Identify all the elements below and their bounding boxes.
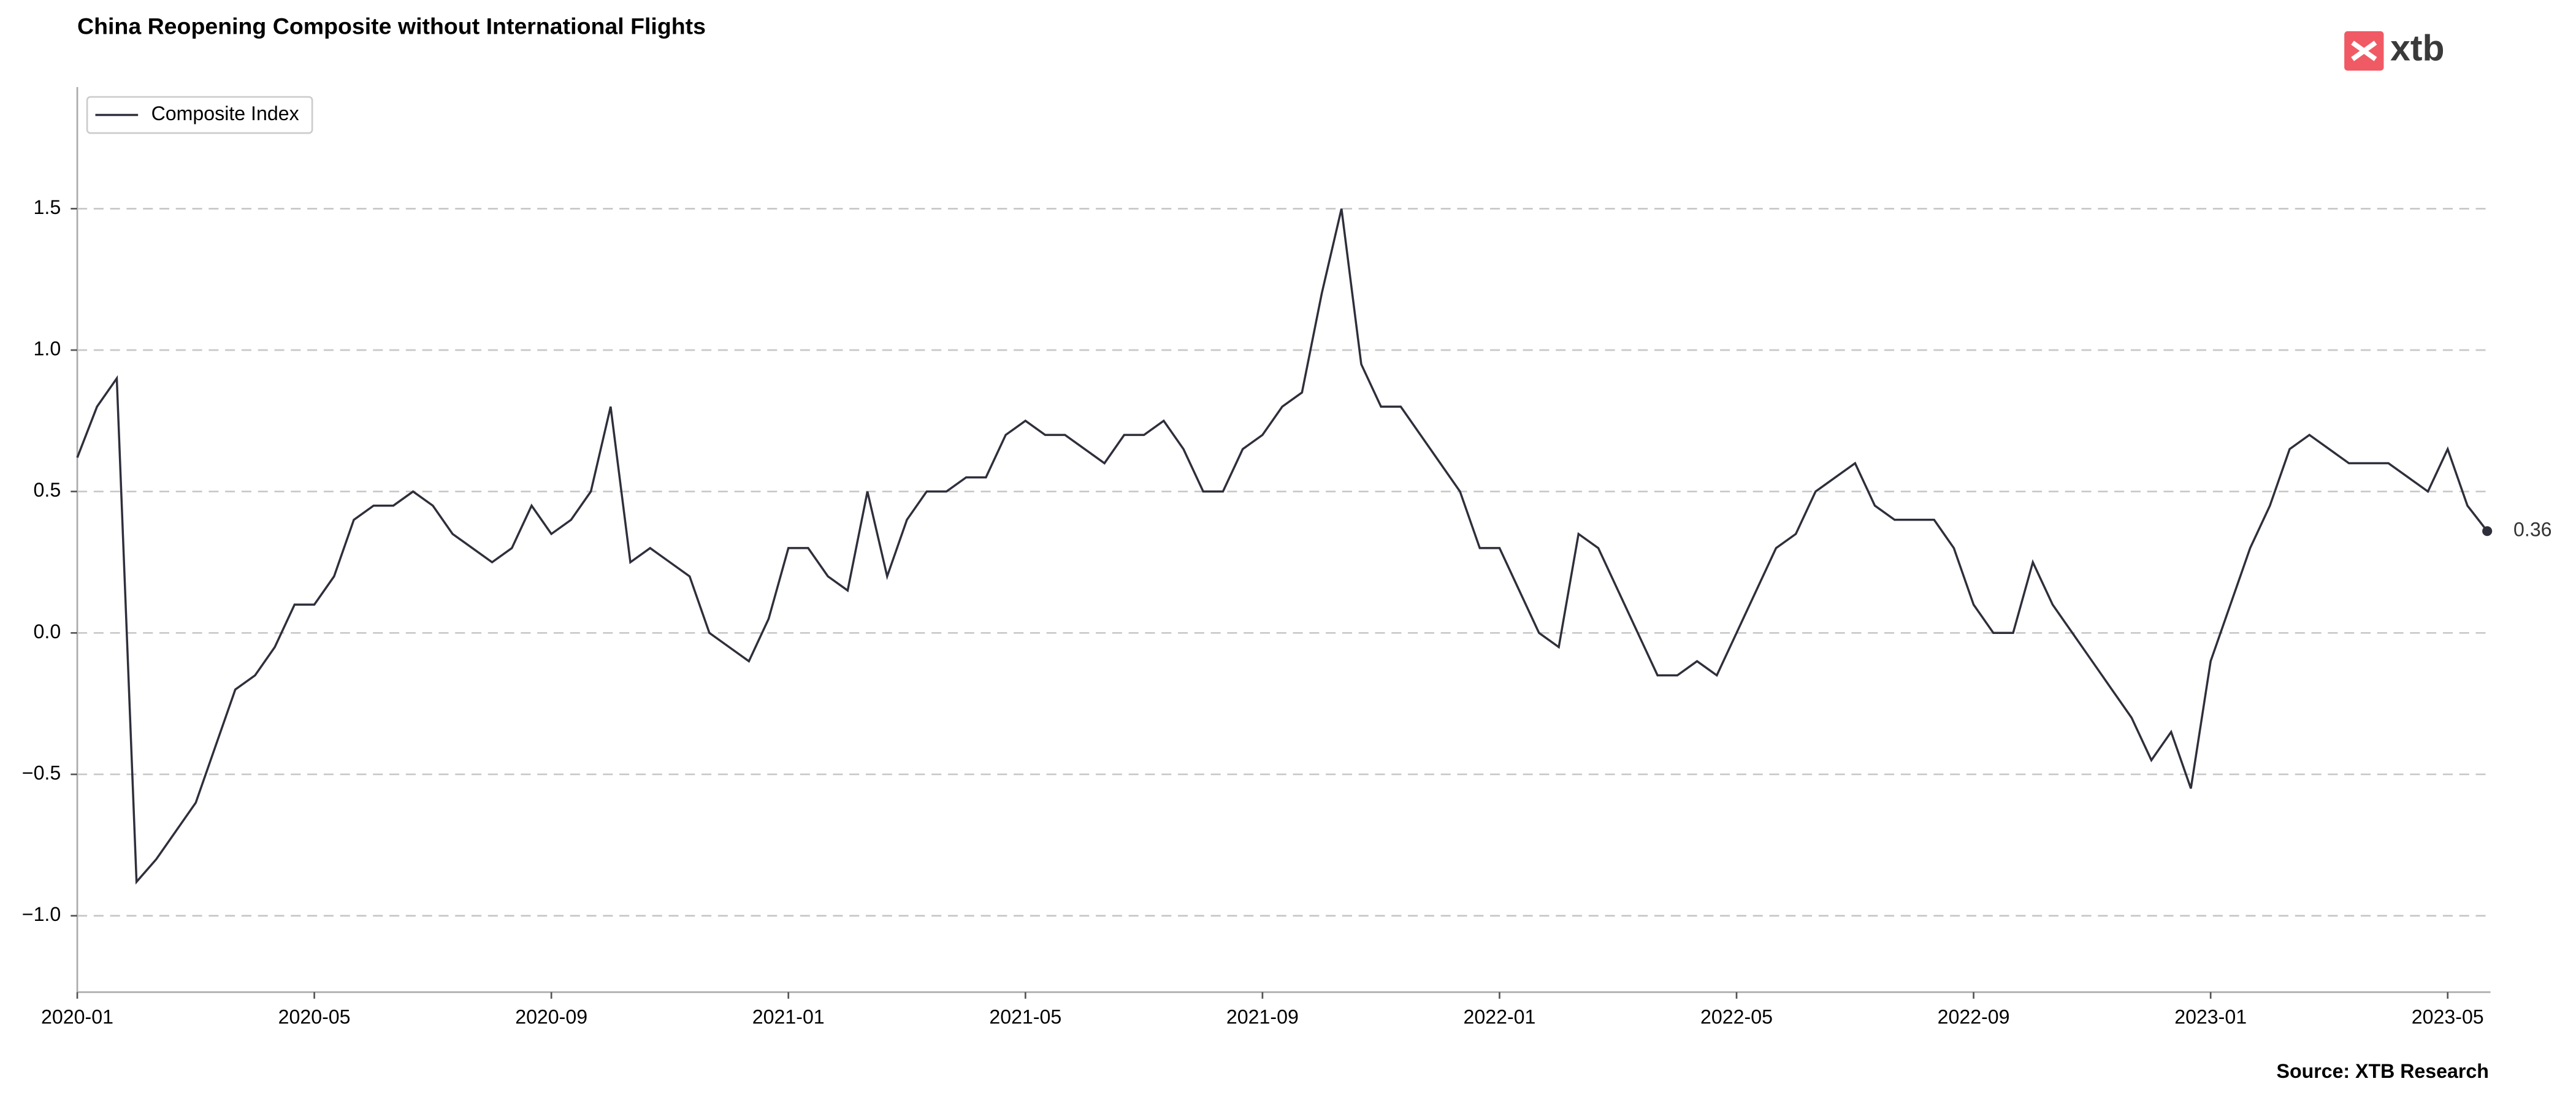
- y-tick-label: 0.0: [34, 620, 61, 643]
- x-tick-label: 2020-05: [278, 1006, 351, 1028]
- end-label: 0.36: [2513, 519, 2552, 541]
- x-tick-label: 2021-09: [1226, 1006, 1299, 1028]
- data-line: [76, 208, 2488, 885]
- x-tick-label: 2022-09: [1938, 1006, 2010, 1028]
- end-point: [2482, 526, 2493, 536]
- y-tick-label: 1.0: [34, 337, 61, 359]
- y-tick-label: −1.0: [22, 903, 61, 925]
- legend-box: [86, 96, 313, 134]
- x-tick-label: 2021-01: [752, 1006, 825, 1028]
- x-tick-label: 2023-05: [2412, 1006, 2484, 1028]
- x-tick-label: 2023-01: [2174, 1006, 2247, 1028]
- y-tick-label: −0.5: [22, 761, 61, 784]
- legend-label: Composite Index: [151, 102, 299, 124]
- logo-mark: [2351, 40, 2377, 61]
- y-tick-label: 1.5: [34, 196, 61, 218]
- source-note: Source: XTB Research: [2277, 1060, 2489, 1082]
- x-tick-label: 2022-01: [1463, 1006, 1535, 1028]
- x-tick-label: 2020-01: [41, 1006, 113, 1028]
- x-tick-label: 2021-05: [989, 1006, 1061, 1028]
- chart-title: China Reopening Composite without Intern…: [77, 13, 706, 39]
- y-tick-label: 0.5: [34, 479, 61, 501]
- logo-text: xtb: [2390, 29, 2444, 69]
- x-tick-label: 2022-05: [1700, 1006, 1773, 1028]
- x-tick-label: 2020-09: [515, 1006, 587, 1028]
